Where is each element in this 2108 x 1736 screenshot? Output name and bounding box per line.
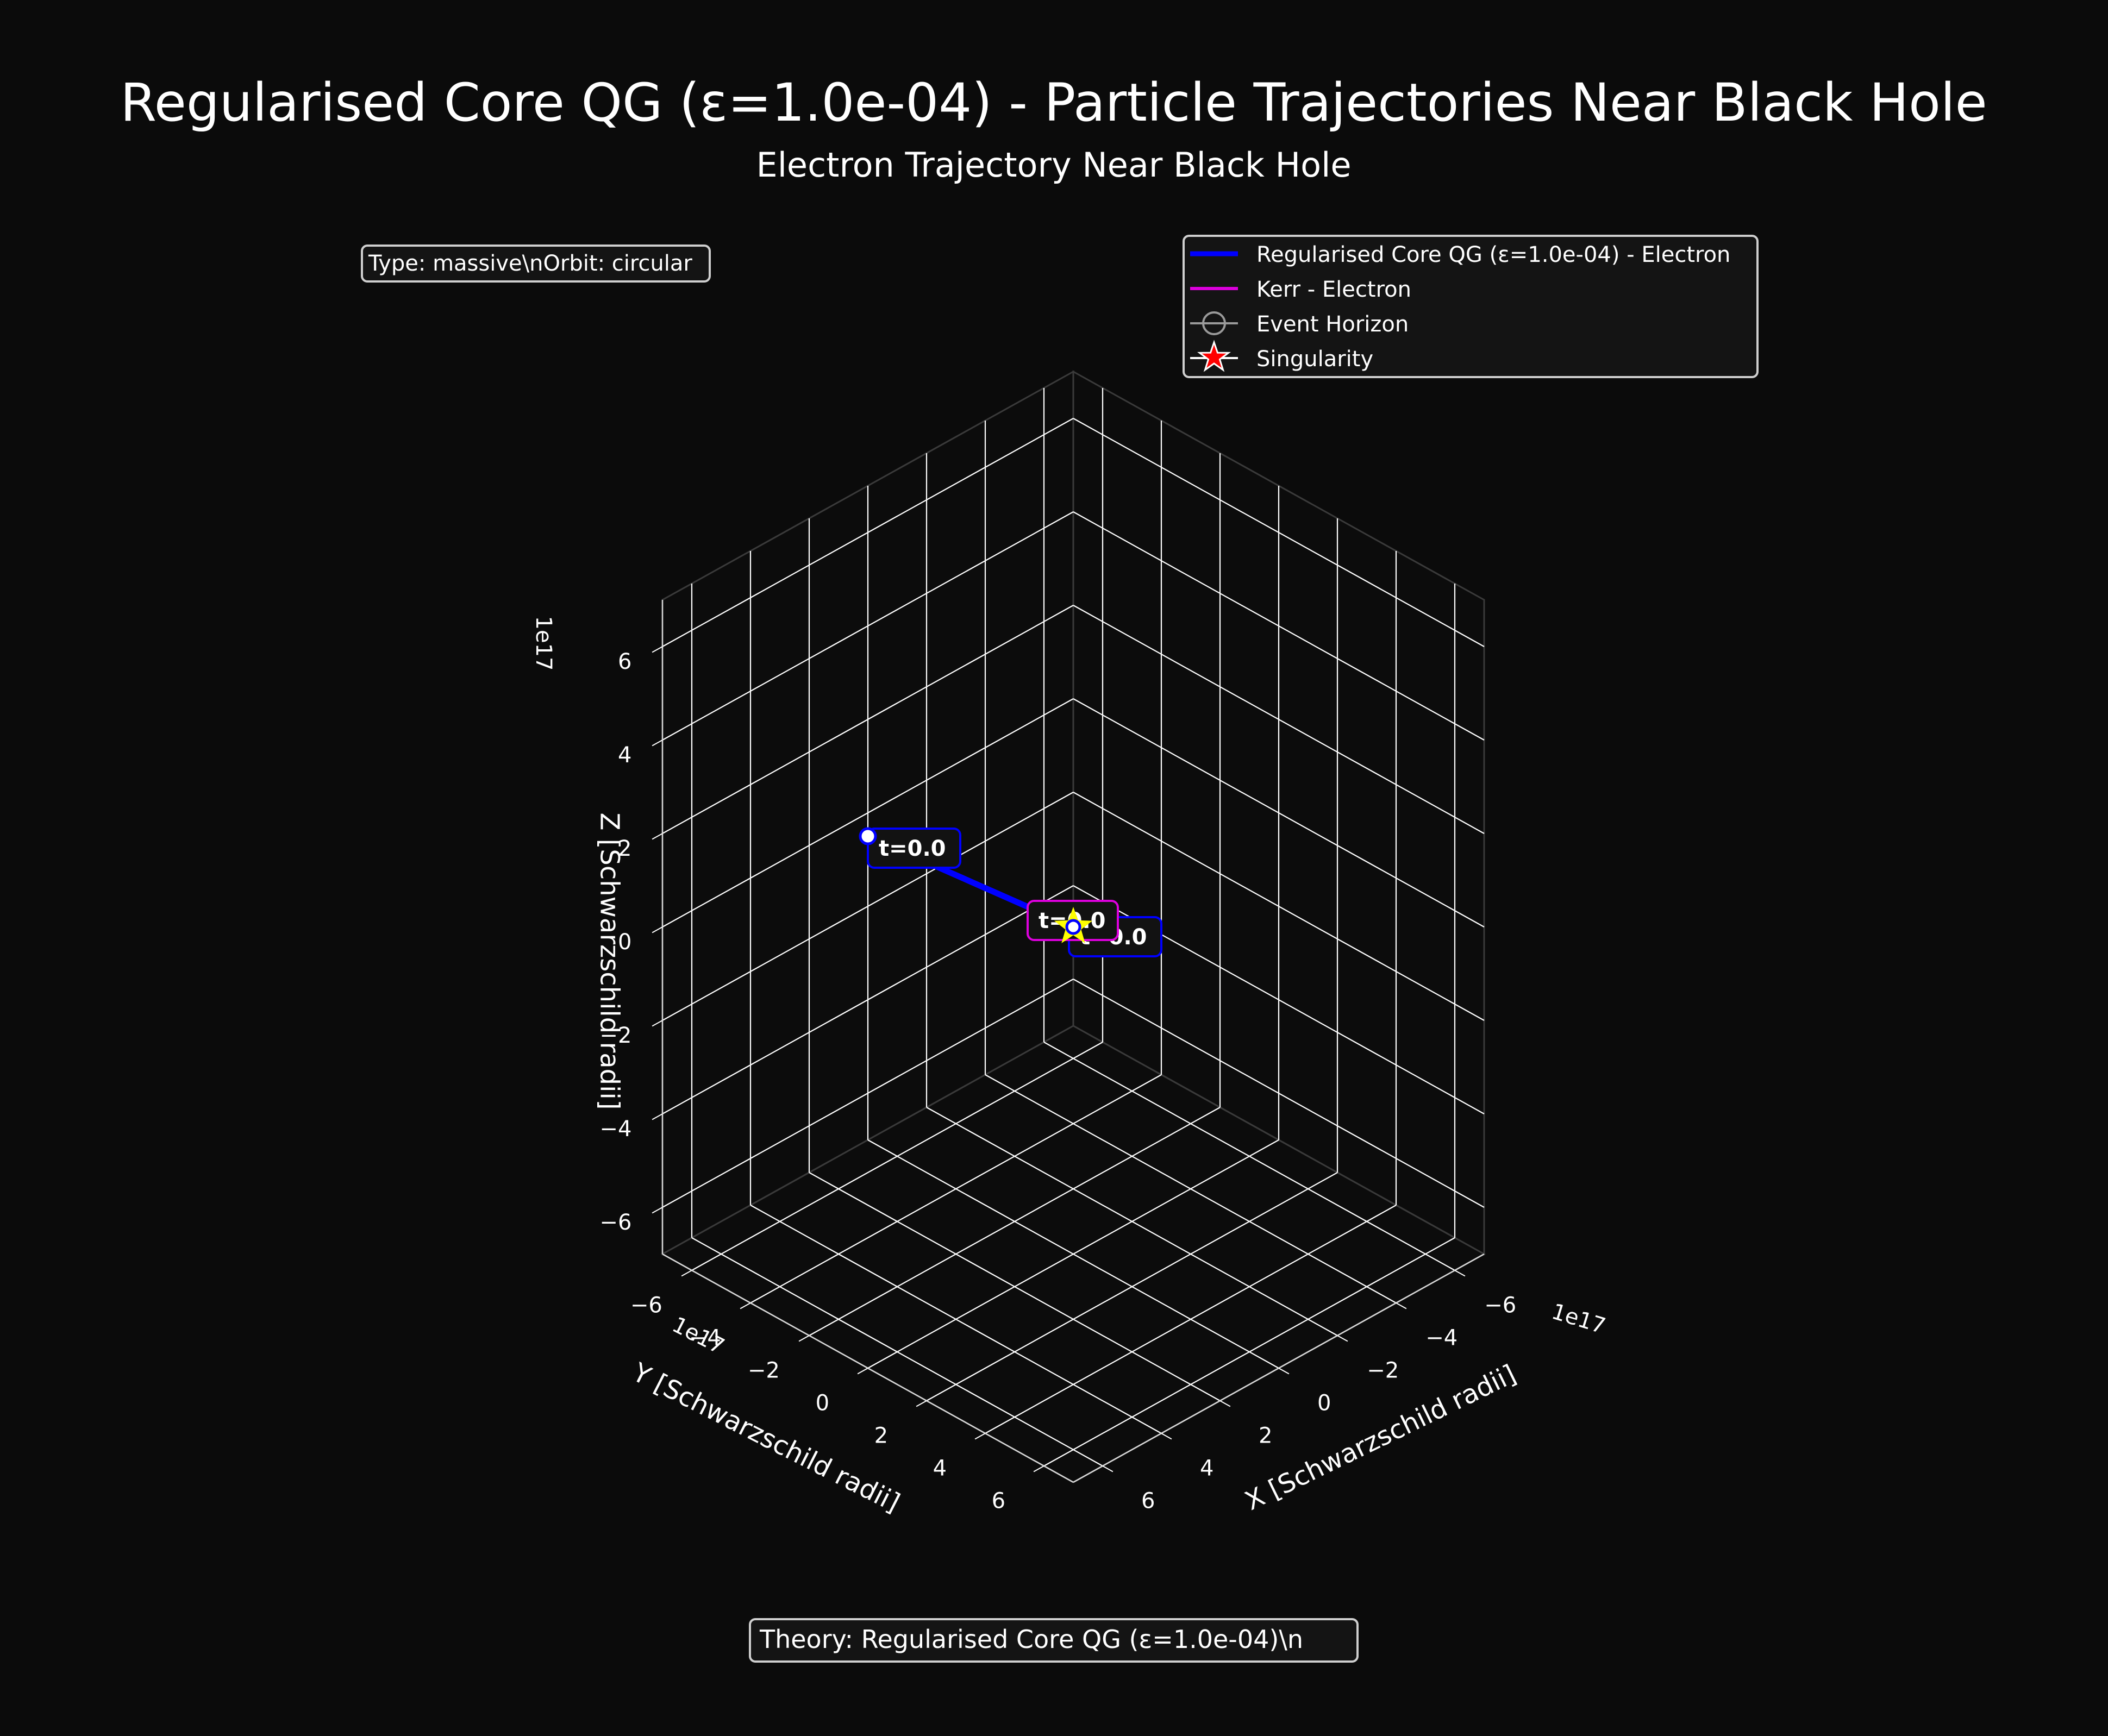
info-box-frame	[361, 245, 711, 283]
info-box-text: Type: massive\nOrbit: circular	[368, 251, 692, 276]
z-tick-label: −2	[599, 1023, 631, 1048]
qg-start-label-box	[867, 828, 961, 869]
grid-line	[662, 885, 1074, 1114]
y-tick-label: 6	[992, 1489, 1005, 1514]
y-tick-label: 4	[933, 1456, 947, 1481]
z-tick-mark	[652, 739, 663, 747]
legend-singularity-label: Singularity	[1256, 347, 1373, 372]
grid-line	[1073, 979, 1485, 1208]
x-tick-label: −4	[1425, 1326, 1458, 1351]
x-tick-mark	[1161, 1433, 1172, 1440]
z-axis-multiplier: 1e17	[531, 616, 556, 671]
x-tick-label: −2	[1367, 1358, 1399, 1383]
x-tick-mark	[1219, 1400, 1231, 1407]
legend-singularity-star-icon	[1197, 340, 1231, 372]
y-tick-mark	[857, 1368, 868, 1375]
y-tick-label: −4	[689, 1326, 721, 1351]
y-tick-mark	[974, 1433, 986, 1440]
grid-line	[1073, 605, 1485, 834]
y-tick-mark	[1033, 1465, 1044, 1472]
legend-horizon-swatch-circle	[1202, 311, 1226, 335]
z-tick-label: 0	[618, 930, 631, 955]
z-tick-label: −6	[599, 1210, 631, 1235]
z-tick-mark	[652, 1207, 663, 1214]
legend-qg-label: Regularised Core QG (ε=1.0e-04) - Electr…	[1256, 242, 1730, 267]
y-tick-mark	[798, 1335, 810, 1342]
x-tick-label: 2	[1259, 1424, 1272, 1449]
grid-line	[1073, 511, 1485, 741]
qg-end-point	[1065, 919, 1081, 935]
grid-line	[1073, 698, 1485, 927]
z-axis-label: Z [Schwarzschild radii]	[595, 813, 625, 1110]
chart-subtitle: Electron Trajectory Near Black Hole	[756, 145, 1352, 185]
x-tick-label: 6	[1141, 1489, 1155, 1514]
x-tick-label: 0	[1317, 1391, 1331, 1416]
y-tick-label: 0	[816, 1391, 829, 1416]
y-tick-label: −2	[748, 1358, 780, 1383]
x-tick-mark	[1396, 1302, 1407, 1309]
grid-line	[662, 605, 1074, 834]
grid-line	[926, 1172, 1338, 1401]
z-tick-mark	[652, 1113, 663, 1120]
x-tick-label: −6	[1484, 1293, 1516, 1318]
grid-line	[809, 1107, 1221, 1336]
z-tick-mark	[652, 833, 663, 840]
info-box: Type: massive\nOrbit: circular	[361, 245, 711, 283]
grid-line	[662, 979, 1074, 1208]
legend-frame	[1183, 235, 1759, 378]
z-tick-label: −4	[599, 1117, 631, 1142]
qg-start-label: t=0.0	[879, 836, 946, 861]
legend-kerr-label: Kerr - Electron	[1256, 277, 1411, 302]
z-tick-label: 2	[618, 836, 631, 861]
grid-line	[662, 698, 1074, 927]
x-tick-mark	[1278, 1368, 1290, 1375]
grid-line	[867, 1139, 1279, 1369]
legend-horizon-label: Event Horizon	[1256, 312, 1409, 337]
grid-line	[1073, 792, 1485, 1021]
footer-box: Theory: Regularised Core QG (ε=1.0e-04)\…	[749, 1618, 1359, 1663]
footer-box-frame	[749, 1618, 1359, 1663]
qg-start-point	[859, 827, 877, 845]
axes-3d: −6−4−20246−6−4−20246−6−4−202461e171e171e…	[531, 370, 1609, 1518]
z-tick-mark	[652, 646, 663, 653]
grid-line	[750, 1074, 1162, 1303]
legend: Regularised Core QG (ε=1.0e-04) - Electr…	[1183, 235, 1759, 378]
grid-line	[985, 1205, 1397, 1434]
z-tick-label: 4	[618, 743, 631, 768]
y-tick-label: −6	[630, 1293, 662, 1318]
grid-line	[662, 511, 1074, 741]
grid-line	[1043, 1237, 1455, 1466]
x-tick-mark	[1102, 1465, 1114, 1472]
x-tick-mark	[1454, 1270, 1466, 1277]
y-tick-label: 2	[874, 1424, 888, 1449]
chart-title: Regularised Core QG (ε=1.0e-04) - Partic…	[120, 72, 1987, 133]
x-tick-label: 4	[1200, 1456, 1213, 1481]
y-tick-mark	[916, 1400, 927, 1407]
x-tick-mark	[1337, 1335, 1348, 1342]
z-tick-mark	[652, 926, 663, 933]
y-tick-mark	[740, 1302, 751, 1309]
grid-line	[691, 1042, 1103, 1271]
y-tick-mark	[681, 1270, 692, 1277]
grid-line	[1073, 418, 1485, 647]
z-tick-mark	[652, 1020, 663, 1027]
grid-line	[662, 792, 1074, 1021]
grid-line	[662, 418, 1074, 647]
footer-box-text: Theory: Regularised Core QG (ε=1.0e-04)\…	[759, 1625, 1303, 1654]
z-tick-label: 6	[618, 649, 631, 674]
